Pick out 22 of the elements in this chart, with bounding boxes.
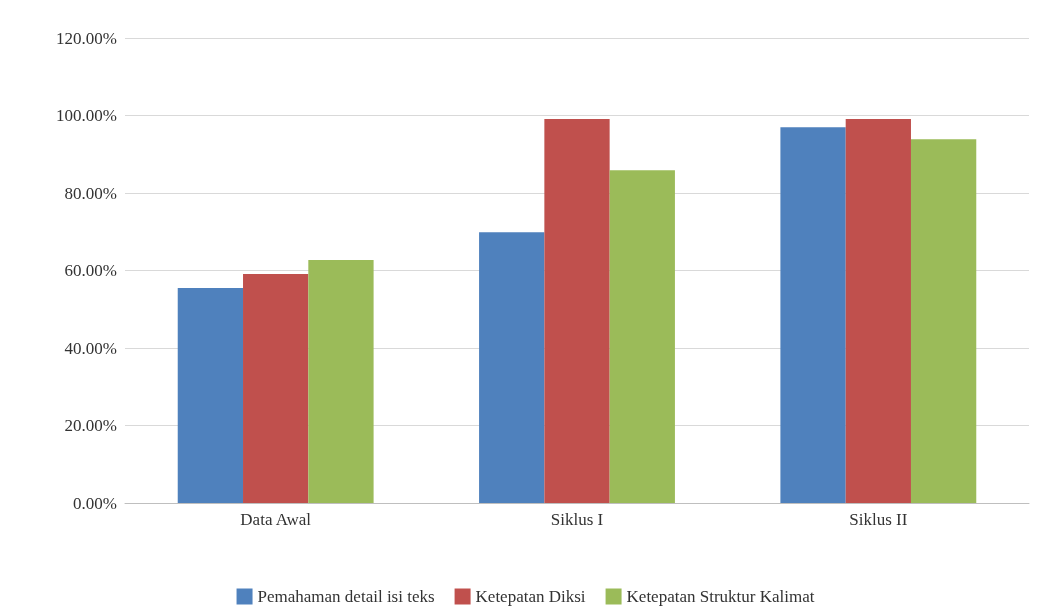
bar: [308, 260, 374, 503]
bar: [177, 287, 244, 503]
legend-label: Ketepatan Struktur Kalimat: [626, 587, 815, 606]
x-tick-label: Data Awal: [240, 510, 312, 529]
y-tick-label: 0.00%: [73, 493, 117, 513]
y-tick-label: 120.00%: [56, 28, 117, 48]
y-tick-label: 100.00%: [56, 106, 117, 125]
y-tick-label: 20.00%: [64, 416, 117, 435]
bar: [609, 170, 675, 503]
bar: [780, 127, 846, 503]
x-tick-label: Siklus I: [550, 510, 604, 529]
bar: [479, 232, 545, 503]
bar: [845, 118, 911, 503]
legend-label: Ketepatan Diksi: [475, 587, 586, 606]
y-tick-label: 40.00%: [64, 338, 117, 358]
bar: [243, 273, 309, 503]
legend-label: Pemahaman detail isi teks: [257, 587, 435, 606]
y-tick-label: 60.00%: [64, 261, 117, 280]
bar: [910, 139, 977, 503]
x-tick-label: Siklus II: [849, 510, 908, 529]
bar: [544, 118, 610, 503]
y-tick-label: 80.00%: [64, 183, 117, 203]
